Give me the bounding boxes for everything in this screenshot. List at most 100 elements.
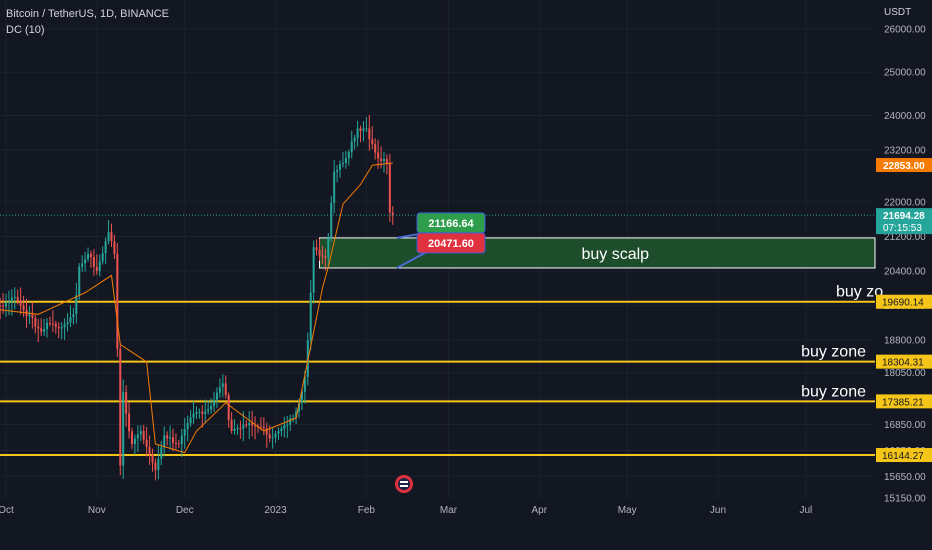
candle	[248, 411, 251, 439]
candle-body	[380, 158, 383, 162]
price-callouts[interactable]: 21166.64 20471.60	[396, 212, 486, 269]
candle-body	[280, 428, 283, 432]
y-tick-label: 21200.00	[884, 232, 926, 243]
candle	[277, 427, 280, 440]
callout-box[interactable]	[416, 232, 486, 254]
candle-body	[207, 409, 210, 412]
candle	[89, 250, 92, 268]
candle	[107, 220, 110, 245]
donchian-channel-line	[0, 162, 393, 454]
candle	[0, 297, 2, 320]
candle	[92, 249, 95, 276]
candle-body	[198, 411, 201, 413]
symbol-title[interactable]: Bitcoin / TetherUS, 1D, BINANCE	[6, 8, 170, 20]
candles	[0, 114, 394, 481]
y-tick-label: 24000.00	[884, 111, 926, 122]
candle	[157, 445, 160, 480]
candle	[233, 419, 236, 435]
candle	[69, 305, 72, 327]
buy-scalp-zone[interactable]: buy scalp	[319, 237, 876, 269]
buy-scalp-box[interactable]	[319, 237, 876, 269]
candle-body	[28, 314, 31, 317]
y-tick-label: 20400.00	[884, 267, 926, 278]
prev-close-badge-text: 22853.00	[883, 161, 925, 172]
level-badge-text: 19690.14	[882, 298, 924, 309]
candle-body	[341, 163, 344, 165]
candle	[344, 151, 347, 169]
candle-body	[110, 232, 113, 242]
candle	[283, 416, 286, 438]
candle	[391, 206, 394, 225]
candle-body	[148, 446, 151, 455]
candle-body	[365, 128, 368, 130]
candle	[98, 254, 101, 277]
candle-body	[265, 428, 268, 435]
candle-body	[160, 447, 163, 459]
candle	[60, 322, 63, 340]
candle	[19, 287, 22, 315]
candle	[48, 316, 51, 327]
candle-body	[87, 253, 90, 260]
candle-body	[195, 411, 198, 414]
candle-body	[151, 454, 154, 463]
candle	[254, 416, 257, 440]
y-tick-label: 15650.00	[884, 472, 926, 483]
candle-body	[221, 383, 224, 388]
candle	[151, 448, 154, 472]
level-badge[interactable]: 16144.27	[876, 448, 932, 463]
candle-body	[236, 428, 239, 430]
candle-body	[57, 326, 60, 329]
level-text: buy zone	[801, 344, 866, 361]
candle	[274, 430, 277, 443]
price-axis[interactable]: USDT 26000.00 25000.00 24000.00 23200.00 220…	[876, 7, 932, 505]
level-badge[interactable]: 19690.14	[876, 294, 932, 309]
candle	[356, 120, 359, 147]
time-axis-background	[0, 498, 875, 550]
time-axis[interactable]: Oct Nov Dec 2023 Feb Mar Apr May Jun Jul	[0, 498, 875, 550]
candle-body	[333, 171, 336, 203]
candle-body	[204, 411, 207, 414]
candle	[388, 153, 391, 222]
candle-body	[327, 236, 330, 259]
candle-body	[128, 413, 131, 432]
candle	[154, 458, 157, 481]
indicator-label[interactable]: DC (10)	[6, 24, 45, 36]
candle-body	[385, 158, 388, 163]
candle-body	[382, 158, 385, 162]
candle-body	[274, 433, 277, 438]
candle-body	[368, 128, 371, 140]
candle	[174, 433, 177, 451]
candle	[101, 246, 104, 265]
candle	[192, 401, 195, 425]
candle	[104, 237, 107, 264]
candle-body	[5, 302, 7, 307]
candle	[43, 318, 46, 337]
candle-body	[51, 323, 54, 325]
candle	[46, 318, 49, 338]
candle-body	[95, 266, 98, 272]
candle	[292, 414, 295, 423]
candle-body	[312, 247, 315, 293]
price-callout[interactable]: 20471.60	[396, 232, 486, 269]
candle-body	[157, 458, 160, 470]
candle-body	[154, 462, 157, 470]
candle	[324, 248, 327, 271]
candle	[262, 417, 265, 436]
level-badge[interactable]: 18304.31	[876, 354, 932, 369]
candle-body	[254, 425, 257, 427]
candle-body	[48, 322, 51, 324]
candle	[148, 435, 151, 465]
candle-body	[54, 323, 57, 327]
candle	[374, 138, 377, 160]
candle	[271, 427, 274, 449]
y-tick-label: 25000.00	[884, 68, 926, 79]
level-badge[interactable]: 17385.21	[876, 394, 932, 409]
candle-body	[347, 152, 350, 159]
prev-close-badge[interactable]: 22853.00	[876, 158, 932, 173]
candle	[227, 392, 230, 428]
candle	[280, 425, 283, 437]
candle	[239, 420, 242, 439]
candle-body	[177, 443, 180, 445]
